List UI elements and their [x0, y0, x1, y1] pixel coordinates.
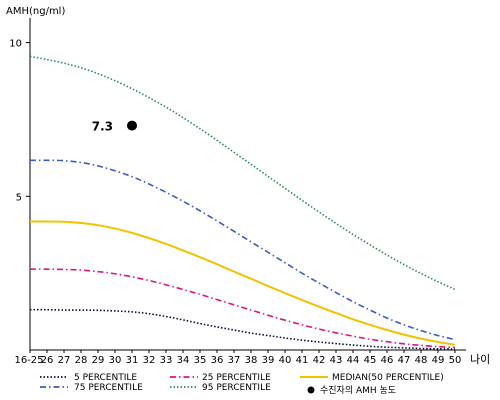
y-tick-label: 5	[16, 192, 22, 203]
x-tick-label: 16-25	[14, 355, 43, 366]
y-ticks: 5 10	[9, 39, 30, 203]
y-tick-label: 10	[9, 39, 22, 50]
x-tick-label: 31	[126, 355, 139, 366]
x-tick-label: 30	[109, 355, 122, 366]
y-axis-label: AMH(ng/ml)	[6, 6, 65, 17]
series-line-3	[29, 159, 456, 341]
x-tick-label: 44	[347, 355, 360, 366]
series-line-1	[29, 268, 456, 349]
x-tick-label: 35	[194, 355, 207, 366]
series-line-0	[29, 308, 456, 350]
x-tick-label: 46	[381, 355, 394, 366]
x-tick-label: 36	[211, 355, 224, 366]
x-tick-label: 27	[58, 355, 71, 366]
legend: 5 PERCENTILE 25 PERCENTILE MEDIAN(50 PERCE…	[40, 373, 444, 396]
series-line-4	[29, 55, 456, 291]
x-tick-label: 39	[262, 355, 275, 366]
x-tick-label: 38	[245, 355, 258, 366]
x-tick-label: 49	[432, 355, 445, 366]
x-tick-label: 26	[41, 355, 54, 366]
legend-label: 수진자의 AMH 농도	[320, 385, 396, 396]
legend-label: 95 PERCENTILE	[202, 383, 271, 393]
x-tick-label: 41	[296, 355, 309, 366]
series-lines	[29, 55, 456, 350]
x-tick-label: 33	[160, 355, 173, 366]
legend-label: 75 PERCENTILE	[74, 383, 143, 393]
patient-point	[127, 120, 137, 131]
x-axis-label: 나이	[470, 353, 490, 366]
points-layer: 7.3	[92, 120, 137, 134]
x-tick-label: 42	[313, 355, 326, 366]
x-tick-label: 37	[228, 355, 241, 366]
patient-point-label: 7.3	[92, 120, 113, 134]
x-tick-label: 50	[449, 355, 462, 366]
legend-label: 5 PERCENTILE	[74, 373, 137, 383]
x-tick-label: 34	[177, 355, 190, 366]
x-tick-label: 40	[279, 355, 292, 366]
x-tick-label: 28	[75, 355, 88, 366]
x-tick-label: 47	[398, 355, 411, 366]
series-line-2	[29, 220, 456, 346]
x-tick-label: 45	[364, 355, 377, 366]
x-tick-label: 43	[330, 355, 343, 366]
x-tick-label: 29	[92, 355, 105, 366]
x-tick-label: 48	[415, 355, 428, 366]
legend-point-swatch	[307, 386, 315, 394]
legend-label: 25 PERCENTILE	[202, 373, 271, 383]
legend-label: MEDIAN(50 PERCENTILE)	[332, 373, 444, 383]
x-tick-label: 32	[143, 355, 156, 366]
